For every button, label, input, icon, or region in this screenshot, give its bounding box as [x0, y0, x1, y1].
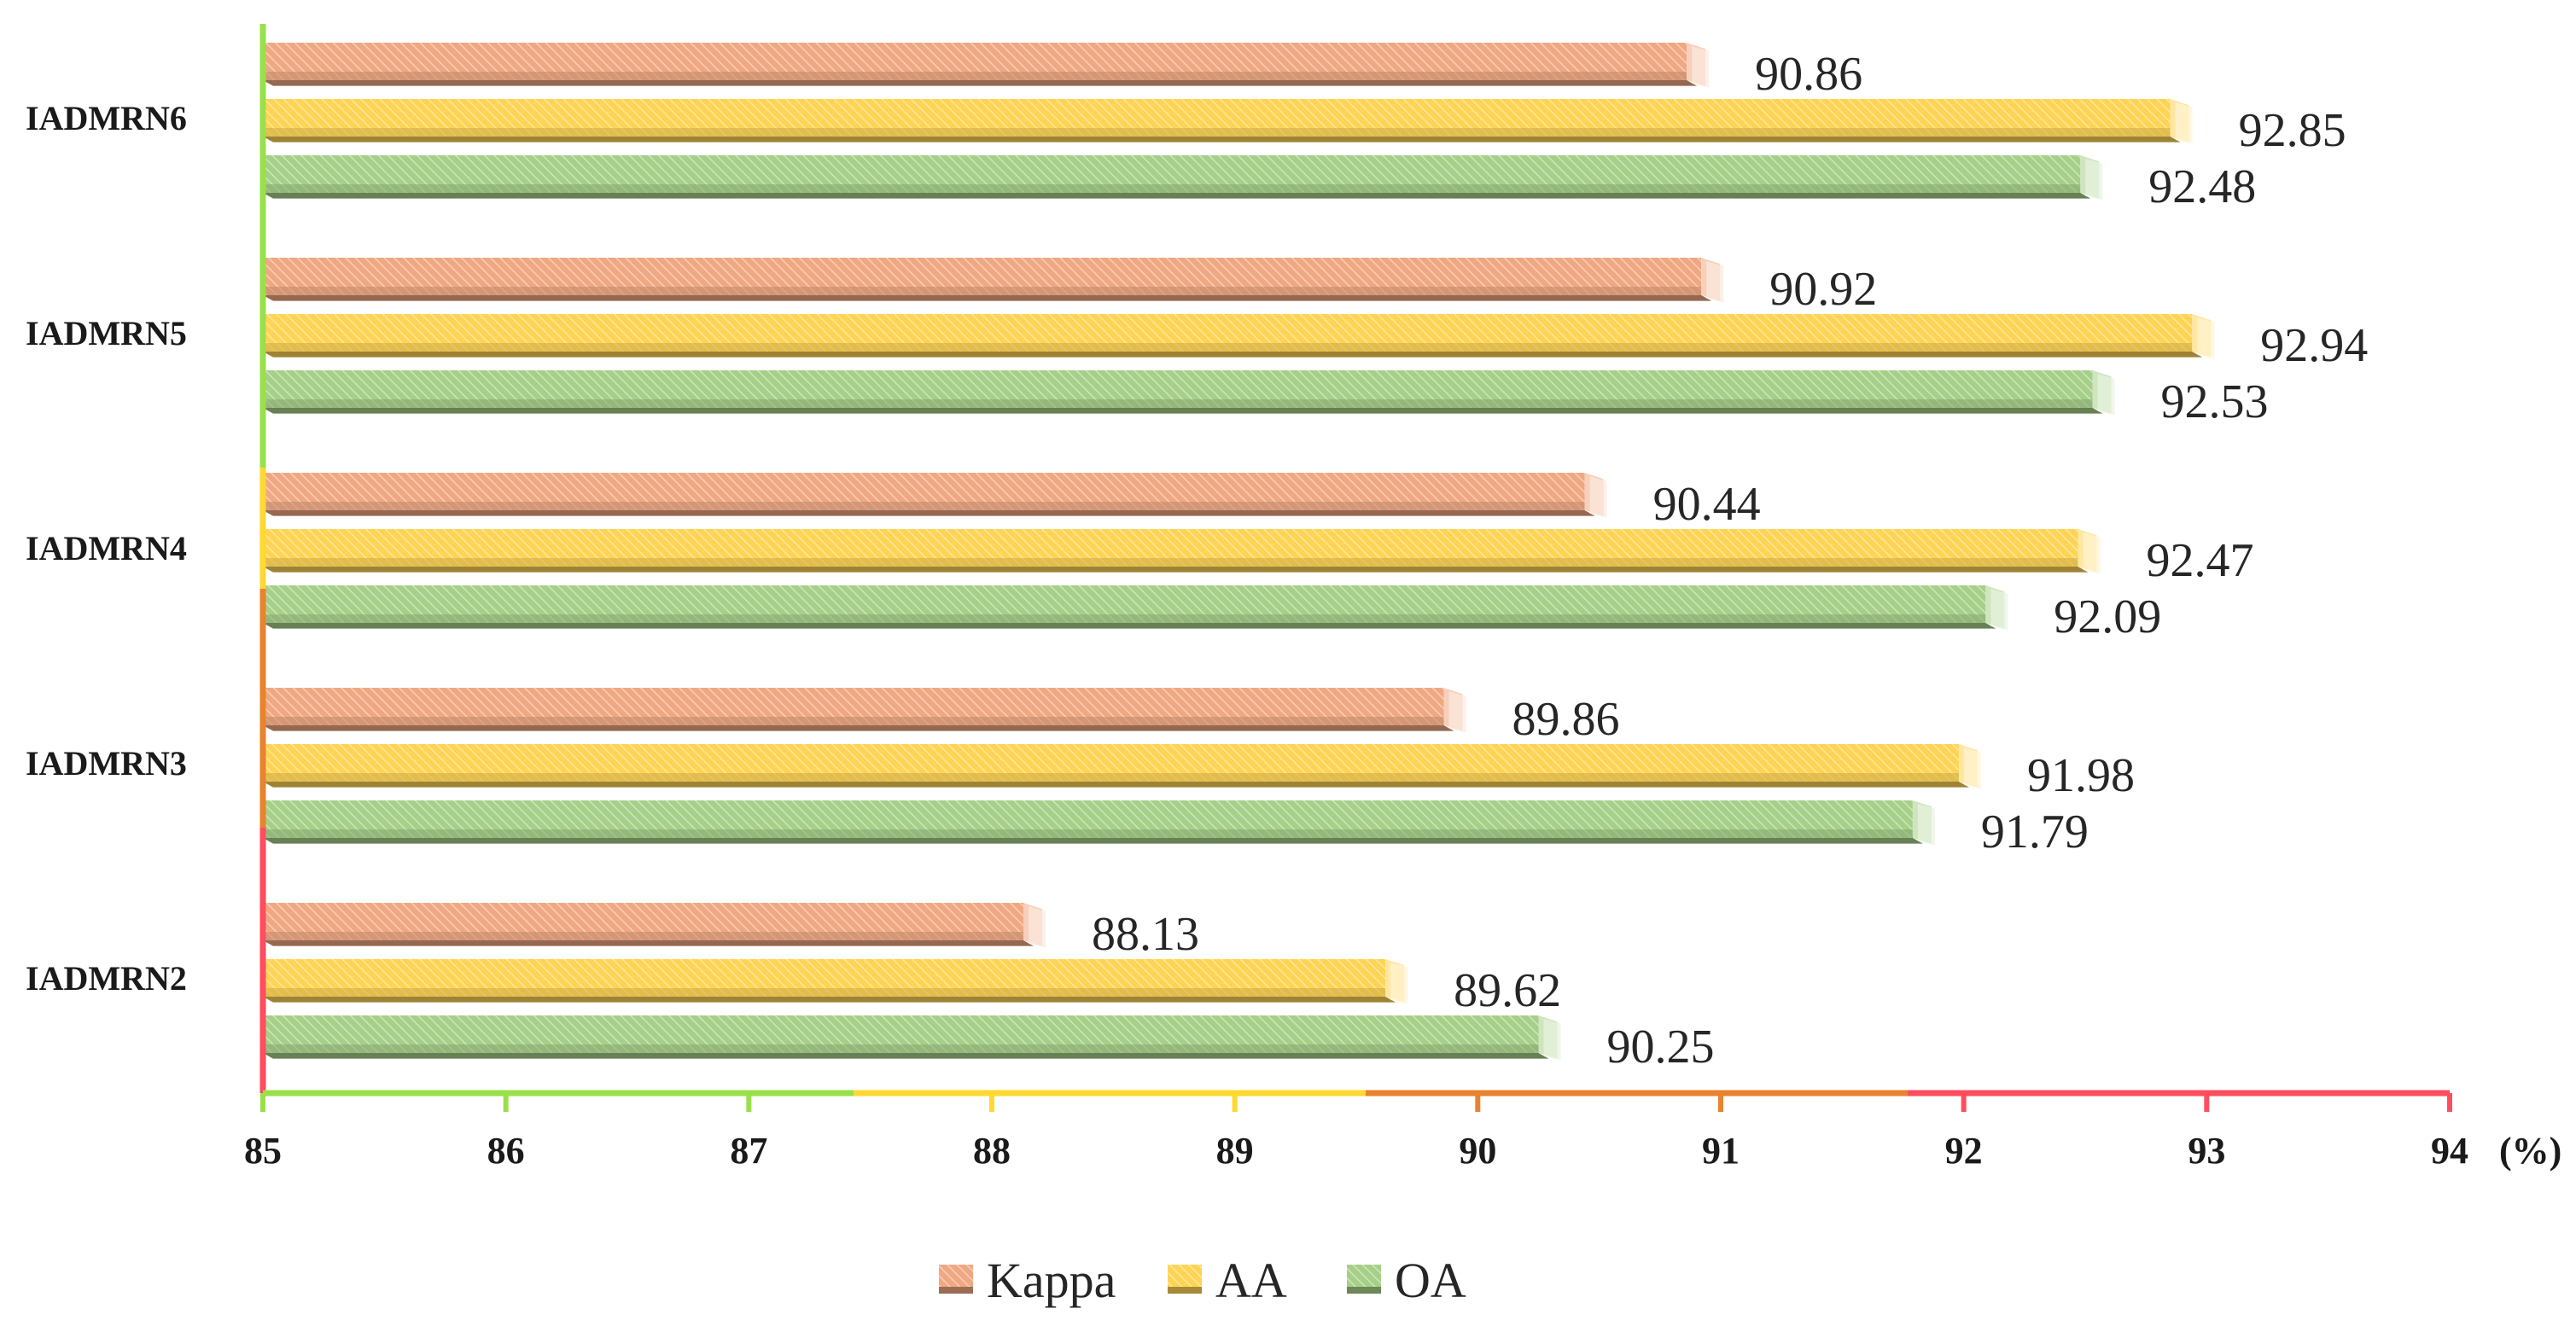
- x-tick-label-93: 93: [2188, 1130, 2225, 1172]
- x-tick-label-90: 90: [1459, 1130, 1496, 1172]
- category-label-iadmrn5: IADMRN5: [26, 314, 187, 352]
- bar-oa-iadmrn3: [263, 800, 1935, 846]
- x-tick-label-89: 89: [1216, 1130, 1254, 1172]
- value-label-oa-iadmrn5: 92.53: [2161, 375, 2269, 428]
- value-label-aa-iadmrn2: 89.62: [1454, 964, 1561, 1017]
- legend-label-aa: AA: [1215, 1253, 1287, 1308]
- x-tick-label-88: 88: [973, 1130, 1011, 1172]
- category-label-iadmrn3: IADMRN3: [26, 744, 187, 782]
- value-label-kappa-iadmrn2: 88.13: [1092, 908, 1199, 961]
- bar-kappa-iadmrn5: [263, 258, 1724, 303]
- x-tick-label-92: 92: [1945, 1130, 1983, 1172]
- bar-aa-iadmrn6: [263, 99, 2193, 144]
- value-label-oa-iadmrn6: 92.48: [2148, 160, 2256, 213]
- x-unit-label: (%): [2499, 1130, 2561, 1172]
- legend-item-aa: AA: [1168, 1253, 1287, 1308]
- x-tick-label-94: 94: [2431, 1130, 2468, 1172]
- x-tick-label-91: 91: [1702, 1130, 1740, 1172]
- legend-item-oa: OA: [1347, 1253, 1466, 1308]
- legend-label-oa: OA: [1395, 1253, 1466, 1308]
- bar-aa-iadmrn5: [263, 314, 2215, 359]
- bar-oa-iadmrn2: [263, 1015, 1561, 1061]
- value-label-aa-iadmrn4: 92.47: [2146, 534, 2253, 587]
- category-label-iadmrn2: IADMRN2: [26, 959, 187, 998]
- value-label-kappa-iadmrn4: 90.44: [1653, 478, 1761, 531]
- value-label-kappa-iadmrn3: 89.86: [1512, 693, 1619, 746]
- bar-aa-iadmrn4: [263, 529, 2101, 574]
- value-label-aa-iadmrn3: 91.98: [2027, 749, 2135, 802]
- category-label-iadmrn4: IADMRN4: [26, 529, 187, 567]
- x-tick-label-86: 86: [487, 1130, 525, 1172]
- bar-aa-iadmrn3: [263, 744, 1981, 789]
- legend-label-kappa: Kappa: [987, 1253, 1116, 1308]
- bar-aa-iadmrn2: [263, 959, 1408, 1004]
- x-tick-label-87: 87: [730, 1130, 767, 1172]
- value-label-oa-iadmrn2: 90.25: [1607, 1021, 1715, 1073]
- bar-kappa-iadmrn3: [263, 688, 1466, 733]
- value-label-oa-iadmrn3: 91.79: [1981, 806, 2089, 858]
- bar-kappa-iadmrn4: [263, 473, 1607, 518]
- x-tick-label-85: 85: [244, 1130, 282, 1172]
- category-label-iadmrn6: IADMRN6: [26, 99, 187, 137]
- bar-kappa-iadmrn6: [263, 43, 1710, 88]
- value-label-kappa-iadmrn6: 90.86: [1755, 48, 1862, 101]
- value-label-aa-iadmrn5: 92.94: [2260, 319, 2368, 372]
- legend-item-kappa: Kappa: [939, 1253, 1116, 1308]
- value-label-kappa-iadmrn5: 90.92: [1769, 263, 1877, 316]
- bar-kappa-iadmrn2: [263, 903, 1046, 948]
- value-label-aa-iadmrn6: 92.85: [2239, 104, 2346, 157]
- value-label-oa-iadmrn4: 92.09: [2054, 590, 2161, 643]
- bar-oa-iadmrn5: [263, 370, 2115, 416]
- bar-oa-iadmrn4: [263, 585, 2008, 631]
- bar-oa-iadmrn6: [263, 155, 2103, 201]
